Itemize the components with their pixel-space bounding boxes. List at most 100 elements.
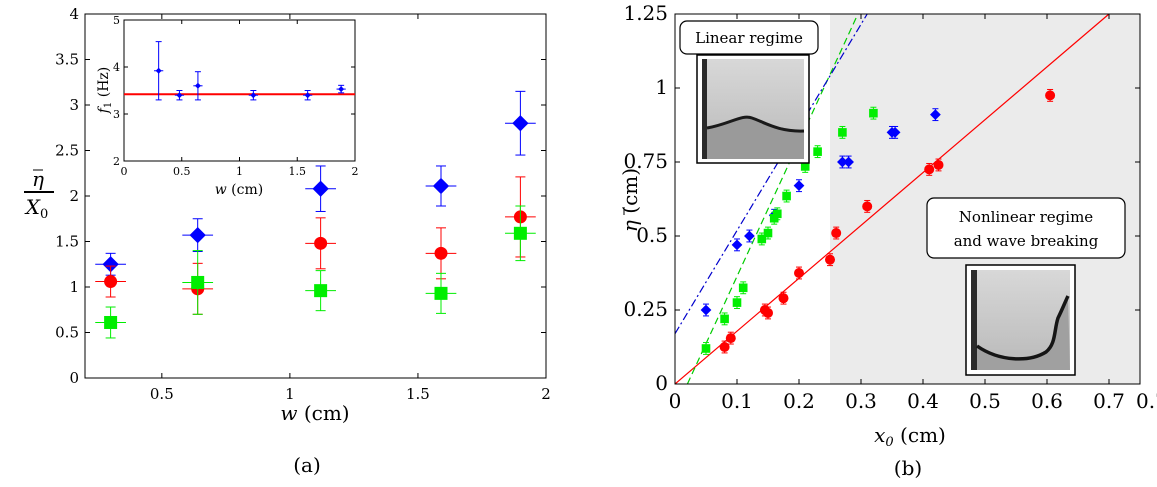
inset-data-point [304, 92, 311, 99]
inset-x-tick-label: 0.5 [173, 165, 191, 178]
data-point [731, 239, 743, 251]
data-point [869, 108, 878, 118]
data-point [838, 128, 847, 137]
data-point [104, 275, 118, 289]
y-tick-label: 4 [69, 5, 79, 23]
inset-y-tick-label: 5 [113, 14, 120, 27]
inset-x-tick-label: 2 [352, 165, 359, 178]
fit-line [674, 13, 868, 334]
data-point [725, 333, 736, 344]
data-point [720, 314, 729, 324]
inset-y-tick-label: 3 [113, 108, 120, 121]
data-point [1045, 90, 1056, 101]
x-tick-label: 1.5 [406, 385, 430, 403]
data-point [889, 127, 901, 138]
data-point [732, 298, 742, 307]
data-point [434, 246, 448, 260]
nonlinear-regime-photo [965, 264, 1076, 376]
inset-x-ticks: 0 0.5 1 1.5 2 [121, 20, 359, 178]
x-tick-label: 0.7 [1093, 389, 1125, 413]
inset-data-point [250, 92, 257, 99]
nonlinear-regime-annotation: Nonlinear regime and wave breaking [926, 197, 1126, 376]
data-point [769, 213, 779, 223]
data-point [773, 209, 782, 219]
inset-x-tick-label: 0 [121, 165, 128, 178]
x-tick-label: 0.3 [845, 389, 877, 413]
data-point [104, 315, 118, 329]
inset-y-label: f1 (Hz) [96, 67, 114, 115]
data-point [701, 344, 711, 353]
x-tick-label: 1 [285, 385, 295, 403]
inset-x-tick-label: 1 [236, 165, 243, 178]
svg-text:X0: X0 [24, 195, 49, 222]
y-tick-label: 1 [69, 278, 79, 296]
inset-data-point [338, 86, 345, 93]
y-tick-label: 0.5 [636, 223, 668, 247]
panel-a-caption: (a) [293, 453, 321, 477]
data-point [189, 227, 206, 244]
inset-x-label: w (cm) [215, 182, 263, 198]
panel-b-y-ticks: 0 0.25 0.5 0.75 1 1.25 [623, 1, 1140, 395]
data-point [763, 307, 773, 318]
x-tick-label: 0.75 [1136, 389, 1157, 413]
data-point [314, 284, 328, 298]
data-point [800, 162, 810, 171]
x-tick-label: 0.5 [969, 389, 1001, 413]
data-point [102, 256, 119, 273]
nonlinear-regime-label-line2: and wave breaking [954, 232, 1099, 250]
linear-regime-label: Linear regime [695, 29, 803, 47]
y-tick-label: 2.5 [55, 142, 79, 160]
inset-data-point [194, 82, 201, 89]
data-point [191, 275, 205, 289]
inset-y-ticks: 2 3 4 5 [113, 14, 355, 168]
y-tick-label: 0 [69, 369, 79, 387]
data-point [933, 159, 944, 170]
data-point [314, 236, 328, 250]
data-point [825, 254, 835, 265]
data-point [837, 156, 848, 168]
data-point [862, 201, 873, 212]
panel-a-x-label: w (cm) [280, 401, 349, 425]
data-point [700, 304, 712, 316]
y-tick-label: 0.5 [55, 324, 79, 342]
panel-b-x-ticks: 0 0.1 0.2 0.3 0.4 0.5 0.6 0.7 0.75 [669, 14, 1157, 413]
inset-axes-box [123, 19, 356, 162]
y-tick-label: 0 [655, 371, 668, 395]
inset-y-tick-label: 4 [113, 61, 120, 74]
data-point [719, 342, 730, 352]
panel-b-x-label: x0 (cm) [874, 423, 946, 450]
x-tick-label: 0.6 [1031, 389, 1063, 413]
inset-data-point [176, 92, 183, 99]
linear-regime-photo [696, 54, 810, 164]
inset-data-point [155, 67, 162, 74]
data-point [778, 293, 789, 304]
x-tick-label: 0.4 [907, 389, 939, 413]
svg-text:η: η [32, 167, 44, 191]
y-tick-label: 2 [69, 187, 79, 205]
x-tick-label: 0 [669, 389, 682, 413]
y-tick-label: 1.5 [55, 233, 79, 251]
data-point [757, 234, 767, 244]
y-tick-label: 0.75 [623, 149, 668, 173]
data-point [793, 180, 805, 192]
panel-a: 0 0.5 1 1.5 2 2.5 3 3.5 4 0.5 1 1.5 2 η X0 w (cm) (… [24, 5, 551, 477]
panel-b-fit-lines [674, 13, 1110, 385]
y-tick-label: 0.25 [623, 297, 668, 321]
data-point [432, 177, 450, 195]
data-point [312, 180, 329, 197]
panel-a-inset: 2 3 4 5 0 0.5 1 1.5 2 w (cm) f1 (Hz) [96, 14, 359, 198]
inset-data-points [154, 41, 346, 101]
fit-line [674, 13, 1110, 385]
data-point [744, 230, 755, 242]
data-point [763, 228, 773, 238]
data-point [924, 164, 935, 175]
nonlinear-regime-label-line1: Nonlinear regime [959, 208, 1094, 226]
fit-line [686, 13, 859, 385]
linear-regime-annotation: Linear regime [679, 20, 819, 164]
panel-b-y-label: η (cm) [618, 168, 642, 232]
panel-a-y-label: η X0 [24, 167, 54, 222]
y-tick-label: 3 [69, 96, 79, 114]
panel-b-axes-box [674, 13, 1141, 385]
data-point [843, 156, 854, 168]
